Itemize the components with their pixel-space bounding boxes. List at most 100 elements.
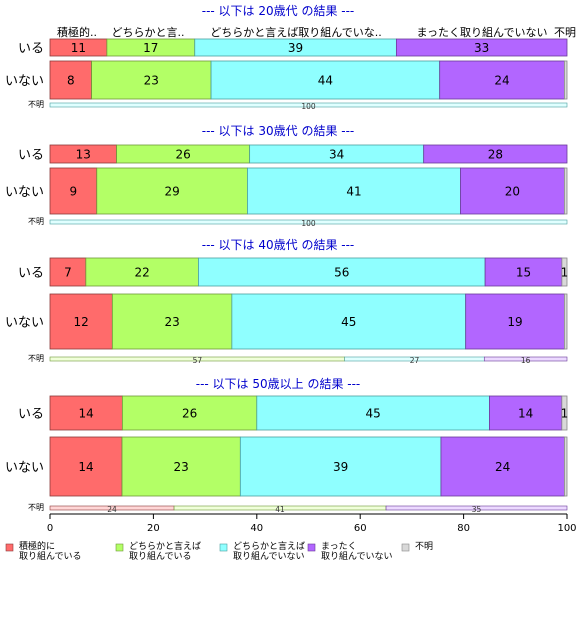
legend-swatch-4 bbox=[401, 543, 410, 552]
category-header-0: 積極的.. bbox=[57, 25, 97, 39]
bar-segment-2-1-2 bbox=[231, 293, 467, 350]
data-label-0-0-0: 11 bbox=[71, 41, 86, 55]
bar-segment-1-1-3 bbox=[460, 167, 565, 215]
data-label-3-1-3: 24 bbox=[495, 460, 510, 474]
bar-segment-2-1-1 bbox=[111, 293, 233, 350]
unknown-data-label-0-2: 100 bbox=[301, 102, 316, 111]
data-label-3-0-1: 26 bbox=[182, 407, 197, 421]
row-label-0-1: いない bbox=[5, 74, 44, 89]
bar-segment-2-0-0 bbox=[49, 257, 87, 287]
bar-segment-3-0-4 bbox=[561, 395, 568, 431]
unknown-segment-0-2 bbox=[49, 102, 568, 108]
x-tick-label-0: 0 bbox=[47, 523, 53, 534]
panel-title-2: --- 以下は 40歳代 の結果 --- bbox=[202, 238, 355, 252]
bar-segment-3-1-4 bbox=[564, 436, 568, 497]
data-label-0-0-2: 39 bbox=[288, 41, 303, 55]
data-label-2-0-4: 1 bbox=[561, 266, 569, 280]
bar-segment-3-0-3 bbox=[489, 395, 563, 431]
data-label-3-1-2: 39 bbox=[333, 460, 348, 474]
bar-segment-1-1-2 bbox=[247, 167, 461, 215]
row-label-3-1: いない bbox=[5, 461, 44, 476]
data-label-3-0-0: 14 bbox=[79, 407, 94, 421]
data-label-1-1-0: 9 bbox=[70, 185, 78, 199]
category-header-2: どちらかと言えば取り組んでいな.. bbox=[210, 26, 381, 39]
x-tick-label-1: 20 bbox=[147, 523, 160, 534]
data-label-2-0-0: 7 bbox=[64, 266, 72, 280]
bar-segment-0-1-4 bbox=[564, 60, 568, 100]
data-label-0-1-1: 23 bbox=[144, 74, 159, 88]
bar-segment-2-0-2 bbox=[198, 257, 486, 287]
bar-segment-0-1-2 bbox=[210, 60, 441, 100]
bar-segment-3-0-1 bbox=[121, 395, 258, 431]
unknown-data-label-2-2: 27 bbox=[410, 356, 420, 365]
unknown-data-label-1-2: 100 bbox=[301, 219, 316, 228]
data-label-1-1-2: 41 bbox=[346, 185, 361, 199]
data-label-1-0-0: 13 bbox=[76, 148, 91, 162]
row-label-2-0: いる bbox=[18, 266, 44, 281]
bar-segment-3-1-0 bbox=[49, 436, 123, 497]
data-label-3-1-1: 23 bbox=[174, 460, 189, 474]
category-header-3: まったく取り組んでいない bbox=[416, 26, 547, 39]
bar-segment-1-1-0 bbox=[49, 167, 98, 215]
category-header-1: どちらかと言.. bbox=[112, 26, 185, 39]
data-label-3-0-3: 14 bbox=[518, 407, 533, 421]
bar-segment-0-1-1 bbox=[91, 60, 212, 100]
bar-segment-2-1-4 bbox=[564, 293, 568, 350]
row-label-1-1: いない bbox=[5, 185, 44, 200]
panel-title-1: --- 以下は 30歳代 の結果 --- bbox=[202, 124, 355, 138]
row-label-1-0: いる bbox=[18, 148, 44, 163]
x-tick-label-4: 80 bbox=[457, 523, 470, 534]
category-header-4: 不明 bbox=[554, 26, 576, 39]
legend-label-3-line2: 取り組んでいない bbox=[321, 550, 393, 562]
bar-segment-3-1-1 bbox=[121, 436, 241, 497]
data-label-2-1-0: 12 bbox=[74, 315, 89, 329]
data-label-1-0-1: 26 bbox=[175, 148, 190, 162]
legend-label-0-line1: 積極的に bbox=[19, 540, 55, 552]
legend-label-0-line2: 取り組んでいる bbox=[19, 550, 82, 562]
bar-segment-3-0-2 bbox=[256, 395, 490, 431]
data-label-1-1-3: 20 bbox=[505, 185, 520, 199]
data-label-3-1-0: 14 bbox=[78, 460, 93, 474]
unknown-row-label-3: 不明 bbox=[28, 503, 44, 512]
bar-segment-0-1-0 bbox=[49, 60, 92, 100]
bar-segment-2-1-0 bbox=[49, 293, 113, 350]
bar-segment-1-0-3 bbox=[423, 144, 568, 164]
bar-segment-3-1-3 bbox=[440, 436, 565, 497]
data-label-2-0-3: 15 bbox=[516, 266, 531, 280]
data-label-3-0-4: 1 bbox=[561, 407, 569, 421]
bar-segment-3-1-2 bbox=[239, 436, 442, 497]
x-tick-label-5: 100 bbox=[557, 523, 576, 534]
bar-segment-0-0-3 bbox=[395, 38, 568, 57]
bar-segment-2-1-3 bbox=[465, 293, 565, 350]
unknown-data-label-3-1: 41 bbox=[275, 505, 285, 514]
legend-label-2-line1: どちらかと言えば bbox=[233, 540, 305, 552]
legend-label-2-line2: 取り組んでいない bbox=[233, 550, 305, 562]
x-tick-label-2: 40 bbox=[250, 523, 263, 534]
bar-segment-0-1-3 bbox=[439, 60, 565, 100]
data-label-0-1-3: 24 bbox=[494, 74, 509, 88]
data-label-2-1-2: 45 bbox=[341, 315, 356, 329]
legend-label-4-line1: 不明 bbox=[415, 541, 433, 552]
data-label-2-0-2: 56 bbox=[334, 266, 349, 280]
legend-swatch-3 bbox=[307, 543, 316, 552]
legend-swatch-2 bbox=[219, 543, 228, 552]
data-label-0-0-3: 33 bbox=[474, 41, 489, 55]
bar-segment-1-1-4 bbox=[564, 167, 568, 215]
row-label-0-0: いる bbox=[18, 42, 44, 57]
legend-swatch-1 bbox=[115, 543, 124, 552]
unknown-row-label-2: 不明 bbox=[28, 354, 44, 363]
unknown-data-label-2-3: 16 bbox=[521, 356, 531, 365]
legend-label-3-line1: まったく bbox=[321, 541, 357, 552]
data-label-1-0-3: 28 bbox=[488, 148, 503, 162]
legend-label-1-line2: 取り組んでいる bbox=[129, 550, 192, 562]
x-tick-label-3: 60 bbox=[354, 523, 367, 534]
data-label-2-1-3: 19 bbox=[507, 315, 522, 329]
unknown-row-label-0: 不明 bbox=[28, 100, 44, 109]
panel-title-0: --- 以下は 20歳代 の結果 --- bbox=[202, 4, 355, 18]
unknown-segment-2-3 bbox=[483, 356, 568, 362]
data-label-2-0-1: 22 bbox=[134, 266, 149, 280]
row-label-2-1: いない bbox=[5, 316, 44, 331]
row-label-3-0: いる bbox=[18, 407, 44, 422]
legend-label-1-line1: どちらかと言えば bbox=[129, 540, 201, 552]
